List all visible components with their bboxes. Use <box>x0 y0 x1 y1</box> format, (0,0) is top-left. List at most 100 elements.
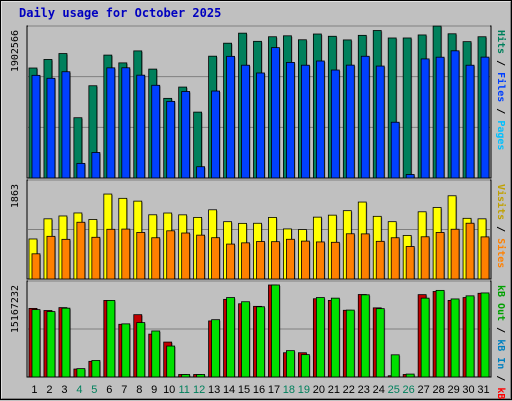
sites-bar-day-30 <box>466 223 474 279</box>
files-bar-day-1 <box>32 75 40 178</box>
sites-bar-day-27 <box>421 237 429 279</box>
day-label-4: 4 <box>76 384 82 396</box>
day-label-29: 29 <box>447 384 459 396</box>
kbin-bar-day-15 <box>242 302 250 377</box>
sites-bar-day-4 <box>77 222 85 279</box>
kbin-bar-day-22 <box>346 310 354 377</box>
files-bar-day-9 <box>152 85 160 178</box>
day-label-15: 15 <box>238 384 250 396</box>
kbin-bar-day-17 <box>271 285 279 377</box>
legend-kb-part-4: kB F <box>495 387 506 401</box>
kbin-bar-day-26 <box>406 374 414 377</box>
legend-kb-part-1: / <box>495 321 506 339</box>
legend-hits-files-pages: Hits / Files / Pages <box>495 30 507 150</box>
files-bar-day-3 <box>62 72 70 178</box>
kbin-bar-day-23 <box>361 295 369 377</box>
legend-hits-files-pages-part-1: / <box>495 54 506 72</box>
files-bar-day-27 <box>421 59 429 178</box>
hits-bar-day-26 <box>403 38 411 178</box>
panel-3-max-label: 15167232 <box>10 285 21 333</box>
day-label-1: 1 <box>31 384 37 396</box>
kbin-bar-day-16 <box>257 307 265 377</box>
files-bar-day-24 <box>376 66 384 178</box>
day-label-26: 26 <box>403 384 415 396</box>
panel-1-max-label: 1902566 <box>10 30 21 72</box>
day-label-14: 14 <box>223 384 235 396</box>
files-bar-day-28 <box>436 57 444 178</box>
kbin-bar-day-4 <box>77 369 85 377</box>
day-label-31: 31 <box>477 384 489 396</box>
sites-bar-day-3 <box>62 239 70 279</box>
kbin-bar-day-2 <box>47 312 55 377</box>
day-label-28: 28 <box>432 384 444 396</box>
files-bar-day-30 <box>466 65 474 178</box>
kbin-bar-day-25 <box>391 355 399 377</box>
day-label-5: 5 <box>91 384 97 396</box>
sites-bar-day-31 <box>481 237 489 279</box>
files-bar-day-25 <box>391 122 399 178</box>
kbin-bar-day-29 <box>451 299 459 377</box>
files-bar-day-18 <box>286 62 294 178</box>
day-label-21: 21 <box>328 384 340 396</box>
sites-bar-day-23 <box>361 234 369 279</box>
files-bar-day-21 <box>331 70 339 178</box>
sites-bar-day-12 <box>197 235 205 279</box>
files-bar-day-20 <box>316 61 324 178</box>
kbin-bar-day-24 <box>376 309 384 377</box>
kbin-bar-day-27 <box>421 298 429 377</box>
legend-kb-part-0: kB Out <box>495 285 506 321</box>
legend-visits-sites-part-0: Visits <box>495 184 507 220</box>
files-bar-day-31 <box>481 57 489 178</box>
files-bar-day-14 <box>227 56 235 178</box>
sites-bar-day-6 <box>107 229 115 279</box>
files-bar-day-11 <box>182 91 190 178</box>
files-bar-day-16 <box>257 73 265 178</box>
sites-bar-day-1 <box>32 254 40 279</box>
legend-hits-files-pages-part-0: Hits <box>495 30 507 54</box>
legend-visits-sites-part-1: / <box>495 220 506 238</box>
day-label-6: 6 <box>106 384 112 396</box>
files-bar-day-10 <box>167 101 175 178</box>
files-bar-day-17 <box>271 48 279 178</box>
legend-hits-files-pages-part-2: Files <box>495 72 507 102</box>
day-label-11: 11 <box>178 384 189 396</box>
day-label-27: 27 <box>418 384 430 396</box>
sites-bar-day-24 <box>376 241 384 279</box>
day-label-10: 10 <box>163 384 175 396</box>
day-label-22: 22 <box>343 384 355 396</box>
kbin-bar-day-14 <box>227 298 235 377</box>
kbin-bar-day-5 <box>92 360 100 377</box>
files-bar-day-6 <box>107 68 115 178</box>
sites-bar-day-29 <box>451 229 459 279</box>
sites-bar-day-22 <box>346 234 354 279</box>
day-label-20: 20 <box>313 384 325 396</box>
kbin-bar-day-13 <box>212 320 220 377</box>
day-label-12: 12 <box>193 384 205 396</box>
files-bar-day-29 <box>451 51 459 178</box>
day-label-17: 17 <box>268 384 280 396</box>
kbin-bar-day-11 <box>182 374 190 377</box>
files-bar-day-15 <box>242 65 250 178</box>
files-bar-day-7 <box>122 68 130 178</box>
kbin-bar-day-7 <box>122 324 130 377</box>
day-label-13: 13 <box>208 384 220 396</box>
day-label-3: 3 <box>61 384 67 396</box>
day-label-24: 24 <box>373 384 385 396</box>
kbin-bar-day-28 <box>436 290 444 377</box>
legend-kb-part-3: / <box>495 369 506 387</box>
kbin-bar-day-30 <box>466 296 474 377</box>
sites-bar-day-28 <box>436 232 444 279</box>
legend-kb: kB Out / kB In / kB F <box>495 285 506 401</box>
sites-bar-day-15 <box>242 243 250 279</box>
sites-bar-day-19 <box>301 241 309 279</box>
sites-bar-day-5 <box>92 237 100 279</box>
sites-bar-day-18 <box>286 239 294 279</box>
day-label-2: 2 <box>46 384 52 396</box>
kbin-bar-day-3 <box>62 308 70 377</box>
kbin-bar-day-9 <box>152 331 160 377</box>
legend-hits-files-pages-part-4: Pages <box>495 120 506 150</box>
sites-bar-day-20 <box>316 242 324 279</box>
legend-hits-files-pages-part-3: / <box>495 102 506 120</box>
kbin-bar-day-8 <box>137 323 145 377</box>
